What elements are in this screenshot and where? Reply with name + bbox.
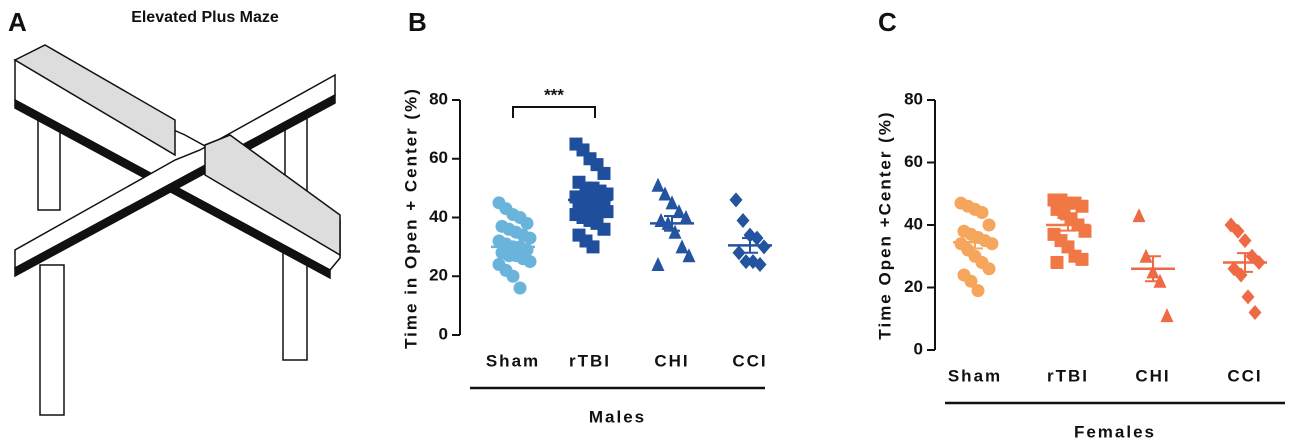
point	[651, 257, 665, 271]
x-tick-label: rTBI	[1047, 366, 1089, 385]
x-tick-label: Sham	[486, 351, 540, 370]
group-label: Males	[589, 407, 646, 426]
y-axis-label: Time Open +Center (%)	[875, 110, 894, 339]
significance-bracket	[512, 106, 596, 118]
panel-label: A	[8, 7, 27, 37]
y-tick-label: 80	[904, 89, 923, 108]
point	[1132, 208, 1146, 223]
point	[1050, 256, 1064, 269]
point	[1248, 305, 1262, 320]
leg	[39, 264, 65, 416]
point	[1160, 308, 1174, 323]
point	[506, 269, 520, 283]
point	[982, 262, 996, 276]
y-tick-label: 0	[914, 339, 923, 358]
point	[513, 281, 527, 295]
significance-label: ***	[544, 85, 564, 104]
point	[971, 284, 985, 298]
point	[736, 212, 750, 228]
maze-drawing	[13, 44, 341, 416]
point	[729, 192, 743, 208]
y-tick-label: 40	[904, 214, 923, 233]
point	[975, 206, 989, 219]
wall	[13, 44, 176, 157]
drawing-title: Elevated Plus Maze	[131, 9, 279, 26]
point	[985, 237, 999, 251]
point	[739, 254, 753, 270]
group-label: Females	[1074, 422, 1156, 441]
point	[1078, 224, 1092, 238]
point	[1231, 223, 1245, 239]
point	[675, 239, 689, 254]
y-axis-label: Time in Open + Center (%)	[401, 87, 420, 349]
point	[679, 210, 693, 224]
point	[1238, 233, 1252, 249]
x-tick-label: CCI	[732, 351, 767, 370]
x-tick-label: CCI	[1227, 366, 1262, 385]
point	[523, 231, 537, 245]
y-tick-label: 20	[904, 277, 923, 296]
point	[586, 240, 600, 254]
point	[732, 245, 746, 261]
x-tick-label: rTBI	[569, 351, 611, 370]
panel-label: C	[878, 7, 897, 37]
point	[651, 177, 665, 192]
point	[658, 186, 672, 201]
x-tick-label: CHI	[654, 351, 689, 370]
y-tick-label: 60	[904, 152, 923, 171]
y-tick-label: 0	[439, 324, 448, 343]
point	[753, 257, 767, 272]
point	[597, 166, 611, 180]
x-tick-label: CHI	[1135, 366, 1170, 385]
x-tick-label: Sham	[948, 366, 1002, 385]
y-tick-label: 60	[429, 148, 448, 167]
y-tick-label: 80	[429, 89, 448, 108]
point	[1075, 252, 1089, 266]
point	[682, 248, 696, 263]
y-tick-label: 20	[429, 266, 448, 285]
point	[1241, 289, 1255, 305]
point	[523, 255, 537, 269]
point	[982, 218, 996, 232]
point	[964, 274, 978, 288]
point	[672, 204, 686, 219]
point	[1075, 199, 1089, 213]
point	[597, 222, 611, 236]
point	[757, 239, 771, 255]
y-tick-label: 40	[429, 207, 448, 226]
point	[665, 195, 679, 210]
point	[520, 216, 534, 230]
wall	[204, 134, 341, 257]
point	[600, 205, 614, 219]
panel-label: B	[408, 7, 427, 37]
